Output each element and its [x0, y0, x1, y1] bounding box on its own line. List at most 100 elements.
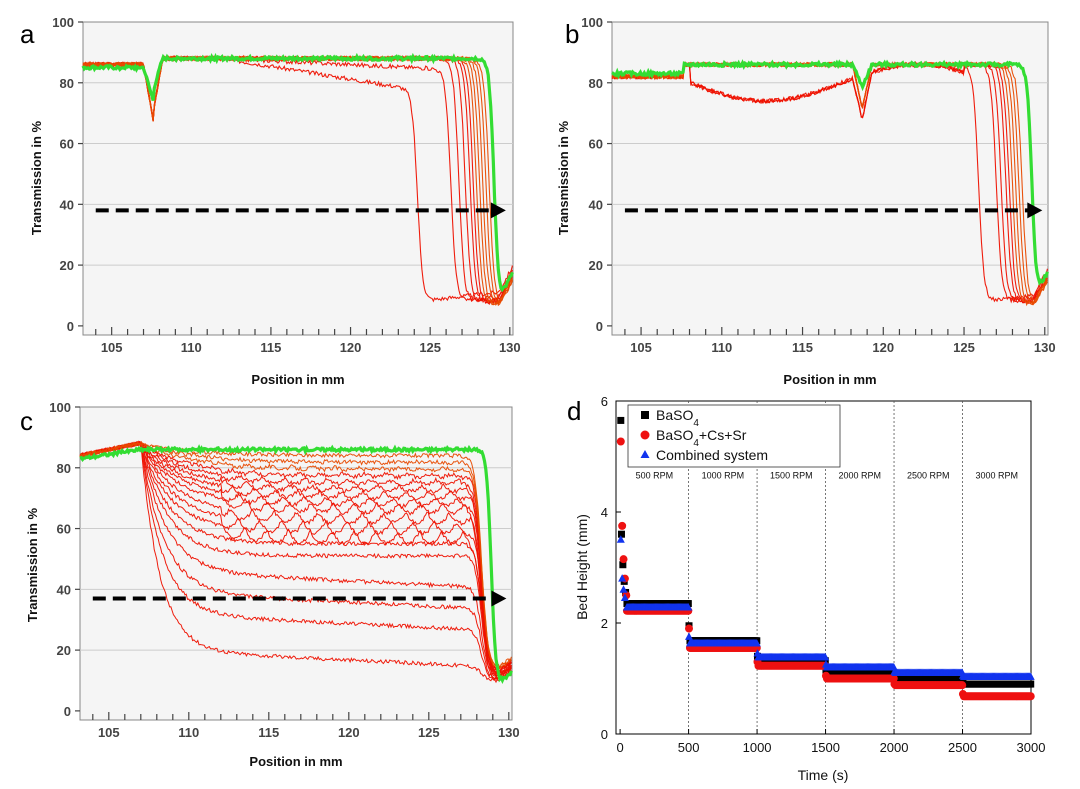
data-point-combined — [616, 535, 625, 543]
x-tick-label: 500 — [678, 740, 700, 755]
panel-b: b 0 20 40 60 80 100 105 110 115 120 125 130 Positi… — [556, 15, 1056, 387]
data-point-combined — [619, 585, 628, 593]
y-tick-label: 40 — [589, 197, 603, 212]
arrow-head — [490, 202, 506, 219]
y-tick-label: 100 — [581, 15, 603, 30]
y-tick-label: 0 — [67, 319, 74, 334]
legend-marker-baso4-cs-sr — [640, 430, 650, 440]
x-tick-label: 115 — [258, 725, 279, 740]
x-tick-label: 105 — [98, 725, 120, 740]
panel-c-y-label: Transmission in % — [25, 507, 40, 622]
legend-marker-combined — [640, 450, 650, 458]
data-point-combined — [1026, 672, 1035, 680]
data-point-baso4-cs-sr — [1026, 692, 1035, 701]
x-tick-label: 125 — [419, 340, 441, 355]
y-tick-label: 60 — [589, 137, 603, 152]
transmission-curve — [79, 441, 512, 682]
panel-letter-d: d — [567, 396, 581, 426]
x-tick-label: 1000 — [743, 740, 772, 755]
x-tick-label: 125 — [953, 340, 975, 355]
data-point-baso4-cs-sr — [685, 624, 694, 633]
rpm-label: 2500 RPM — [907, 471, 950, 481]
y-tick-label: 100 — [52, 15, 74, 30]
y-tick-label: 60 — [57, 522, 71, 537]
x-tick-label: 120 — [338, 725, 360, 740]
y-tick-label: 0 — [596, 319, 603, 334]
panel-c-gridlines — [80, 467, 512, 651]
x-tick-label: 115 — [260, 340, 281, 355]
x-tick-label: 1500 — [811, 740, 840, 755]
x-tick-label: 105 — [101, 340, 123, 355]
transmission-curve — [80, 440, 512, 675]
data-point-combined — [821, 652, 830, 661]
y-tick-label: 60 — [60, 137, 74, 152]
data-point-combined — [685, 632, 694, 640]
panel-a-x-ticks: 105 110 115 120 125 130 — [95, 327, 521, 355]
y-tick-label: 40 — [57, 582, 71, 597]
transmission-curve — [79, 442, 512, 677]
panel-c-plot-area — [79, 406, 513, 721]
y-tick-label: 80 — [60, 76, 74, 91]
data-point-baso4-cs-sr — [958, 681, 967, 690]
panel-d-legend: BaSO4 BaSO4+Cs+Sr Combined system — [627, 404, 841, 468]
x-tick-label: 130 — [498, 725, 520, 740]
transmission-curve — [79, 441, 512, 675]
transmission-curve — [79, 441, 512, 677]
panel-a: a 0 20 40 60 80 100 105 110 115 120 125 130 Positi… — [20, 15, 521, 387]
legend-subscript: 4 — [693, 418, 699, 429]
transmission-curve — [79, 440, 512, 673]
y-tick-label: 80 — [57, 461, 71, 476]
x-tick-label: 115 — [792, 340, 813, 355]
data-point-baso4-cs-sr — [619, 555, 628, 564]
rpm-label: 1500 RPM — [770, 471, 813, 481]
data-point-baso4 — [821, 657, 829, 665]
panel-a-plot-area — [82, 21, 514, 336]
rpm-label: 3000 RPM — [975, 471, 1018, 481]
legend-label-baso4-cs-sr-text: BaSO — [656, 427, 693, 443]
x-tick-label: 110 — [178, 725, 199, 740]
panel-d-y-label: Bed Height (mm) — [574, 514, 590, 620]
data-point-baso4 — [619, 561, 627, 569]
panel-c-x-ticks: 105 110 115 120 125 130 — [92, 712, 520, 740]
legend-subscript: 4 — [693, 438, 699, 449]
y-tick-label: 40 — [60, 197, 74, 212]
x-tick-label: 130 — [499, 340, 521, 355]
y-tick-label: 6 — [601, 394, 608, 409]
data-point-baso4 — [617, 530, 625, 538]
x-tick-label: 2500 — [948, 740, 977, 755]
panel-a-curves — [81, 52, 514, 307]
y-tick-label: 0 — [601, 727, 608, 742]
panel-b-gridlines — [612, 82, 1048, 266]
final-transmission-curve — [611, 59, 1049, 286]
rpm-label: 1000 RPM — [702, 471, 745, 481]
panel-b-x-ticks: 105 110 115 120 125 130 — [624, 327, 1056, 355]
data-point-baso4-cs-sr — [616, 437, 625, 446]
data-point-combined — [684, 602, 693, 611]
legend-label-baso4: BaSO4 — [656, 407, 699, 429]
transmission-curve — [79, 441, 512, 675]
final-transmission-curve — [79, 444, 513, 684]
transmission-curve — [79, 442, 512, 680]
x-tick-label: 110 — [711, 340, 732, 355]
x-tick-label: 110 — [181, 340, 202, 355]
y-tick-label: 2 — [601, 616, 608, 631]
panel-a-y-ticks: 0 20 40 60 80 100 — [52, 15, 83, 334]
x-tick-label: 105 — [630, 340, 652, 355]
rpm-label: 500 RPM — [636, 471, 674, 481]
x-tick-label: 2000 — [880, 740, 909, 755]
legend-box — [627, 404, 841, 468]
panel-c-x-label: Position in mm — [249, 754, 342, 769]
panel-b-curves — [611, 59, 1049, 307]
panel-a-x-label: Position in mm — [251, 372, 344, 387]
panel-a-y-label: Transmission in % — [29, 120, 44, 235]
transmission-curve — [79, 441, 512, 684]
y-tick-label: 100 — [49, 400, 71, 415]
panel-c-curves — [79, 440, 513, 684]
data-point-baso4 — [1027, 680, 1035, 688]
final-transmission-curve — [81, 52, 514, 293]
panel-b-y-label: Transmission in % — [556, 120, 571, 235]
transmission-curve — [79, 441, 512, 673]
panel-b-arrow — [624, 202, 1043, 219]
transmission-curve — [79, 441, 512, 669]
legend-label-suffix: +Cs+Sr — [699, 427, 747, 443]
